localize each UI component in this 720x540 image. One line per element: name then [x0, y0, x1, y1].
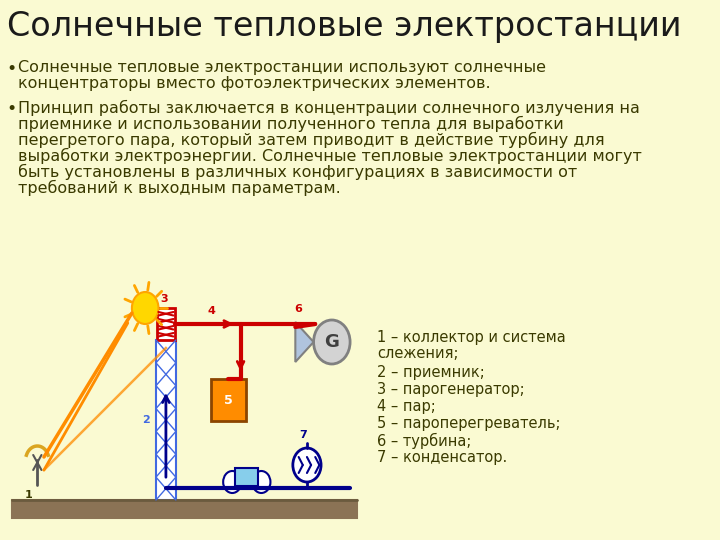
Text: концентраторы вместо фотоэлектрических элементов.: концентраторы вместо фотоэлектрических э… — [18, 76, 491, 91]
Text: 6 – турбина;: 6 – турбина; — [377, 433, 472, 449]
Text: Солнечные тепловые электростанции используют солнечные: Солнечные тепловые электростанции исполь… — [18, 60, 546, 75]
Text: Солнечные тепловые электростанции: Солнечные тепловые электростанции — [6, 10, 681, 43]
Text: 5 – пароперегреватель;: 5 – пароперегреватель; — [377, 416, 561, 431]
Text: Принцип работы заключается в концентрации солнечного излучения на: Принцип работы заключается в концентраци… — [18, 100, 640, 116]
Ellipse shape — [314, 320, 350, 364]
Text: 3: 3 — [161, 294, 168, 304]
Ellipse shape — [252, 471, 271, 493]
Text: выработки электроэнергии. Солнечные тепловые электростанции могут: выработки электроэнергии. Солнечные тепл… — [18, 148, 642, 164]
Bar — [12, 500, 356, 518]
Text: требований к выходным параметрам.: требований к выходным параметрам. — [18, 180, 341, 196]
Text: 7 – конденсатор.: 7 – конденсатор. — [377, 450, 508, 465]
Text: 7: 7 — [299, 430, 307, 440]
Bar — [157, 308, 175, 340]
Ellipse shape — [293, 448, 321, 482]
Text: 5: 5 — [224, 394, 233, 407]
Text: перегретого пара, который затем приводит в действие турбину для: перегретого пара, который затем приводит… — [18, 132, 605, 148]
Bar — [211, 379, 246, 421]
Text: •: • — [6, 60, 17, 78]
Polygon shape — [295, 322, 314, 362]
Text: 6: 6 — [294, 304, 302, 314]
Text: 3 – парогенератор;: 3 – парогенератор; — [377, 382, 525, 397]
Text: 4: 4 — [207, 306, 215, 316]
Text: G: G — [325, 333, 339, 351]
Ellipse shape — [132, 292, 158, 324]
Text: быть установлены в различных конфигурациях в зависимости от: быть установлены в различных конфигураци… — [18, 164, 577, 180]
Text: 1 – коллектор и система: 1 – коллектор и система — [377, 330, 566, 345]
Bar — [156, 340, 176, 500]
Text: 2: 2 — [143, 415, 150, 425]
Text: приемнике и использовании полученного тепла для выработки: приемнике и использовании полученного те… — [18, 116, 564, 132]
Text: 1: 1 — [25, 490, 33, 500]
Text: 4 – пар;: 4 – пар; — [377, 399, 436, 414]
Text: 2 – приемник;: 2 – приемник; — [377, 365, 485, 380]
Text: •: • — [6, 100, 17, 118]
Ellipse shape — [223, 471, 241, 493]
Text: слежения;: слежения; — [377, 346, 459, 361]
Bar — [235, 468, 258, 486]
